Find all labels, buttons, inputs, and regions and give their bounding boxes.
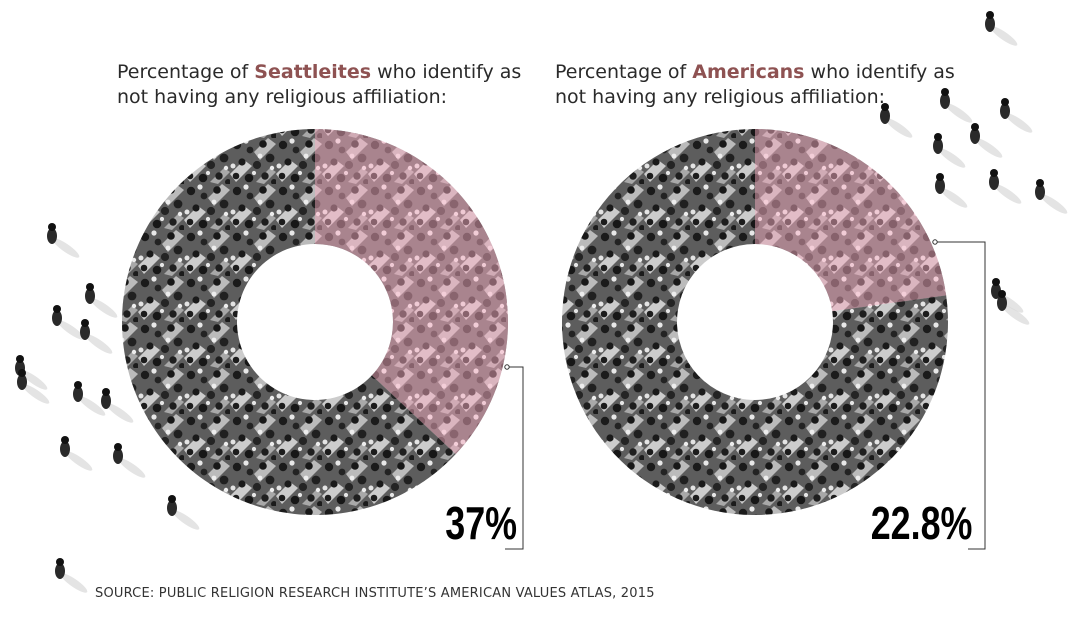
donut-chart-america [562, 129, 986, 550]
walker-figure [985, 11, 1018, 46]
donut-chart-seattle [121, 129, 524, 550]
source-note: SOURCE: PUBLIC RELIGION RESEARCH INSTITU… [95, 586, 655, 601]
walker-figure [113, 443, 146, 478]
walker-figure [997, 290, 1030, 325]
leader-dot [504, 364, 510, 370]
title-highlight: Americans [692, 61, 805, 83]
donut-slice-unaffiliated [755, 129, 947, 312]
walker-figure [101, 388, 134, 423]
donut-slice-unaffiliated [315, 129, 508, 455]
title-suffix: who identify as not having any religious… [117, 61, 522, 108]
value-label-seattle: 37% [445, 497, 517, 549]
leader-dot [932, 239, 938, 245]
title-prefix: Percentage of [117, 61, 249, 83]
title-prefix: Percentage of [555, 61, 687, 83]
chart-title-seattle: Percentage of Seattleites who identify a… [117, 60, 537, 110]
leader-line [505, 366, 524, 550]
walker-figure [73, 381, 106, 416]
walker-figure [60, 436, 93, 471]
walker-figure [989, 169, 1022, 204]
walker-figure [55, 558, 88, 593]
walker-figure [17, 369, 50, 404]
walker-figure [52, 305, 85, 340]
donut-slice-other [121, 129, 456, 515]
donut-slice-base [121, 129, 456, 515]
walker-figure [1000, 98, 1033, 133]
walker-figure [47, 223, 80, 258]
walker-figure [933, 133, 966, 168]
walker-figure [167, 495, 200, 530]
walker-figure [970, 123, 1003, 158]
donut-slice-base [562, 129, 948, 516]
donut-slice-other [562, 129, 948, 516]
walker-figure [935, 173, 968, 208]
chart-title-america: Percentage of Americans who identify as … [555, 60, 975, 110]
decorative-walkers [15, 11, 1068, 593]
walker-figure [880, 103, 913, 138]
walker-figure [940, 88, 973, 123]
walker-figure [1035, 179, 1068, 214]
walker-figure [80, 319, 113, 354]
value-label-america: 22.8% [870, 497, 972, 549]
title-highlight: Seattleites [254, 61, 372, 83]
walker-figure [85, 283, 118, 318]
leader-line [935, 241, 986, 550]
title-suffix: who identify as not having any religious… [555, 61, 955, 108]
